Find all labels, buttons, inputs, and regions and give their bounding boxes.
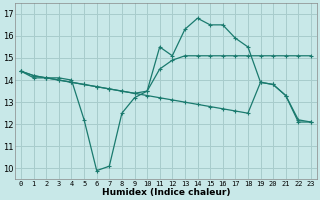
X-axis label: Humidex (Indice chaleur): Humidex (Indice chaleur) [102,188,230,197]
